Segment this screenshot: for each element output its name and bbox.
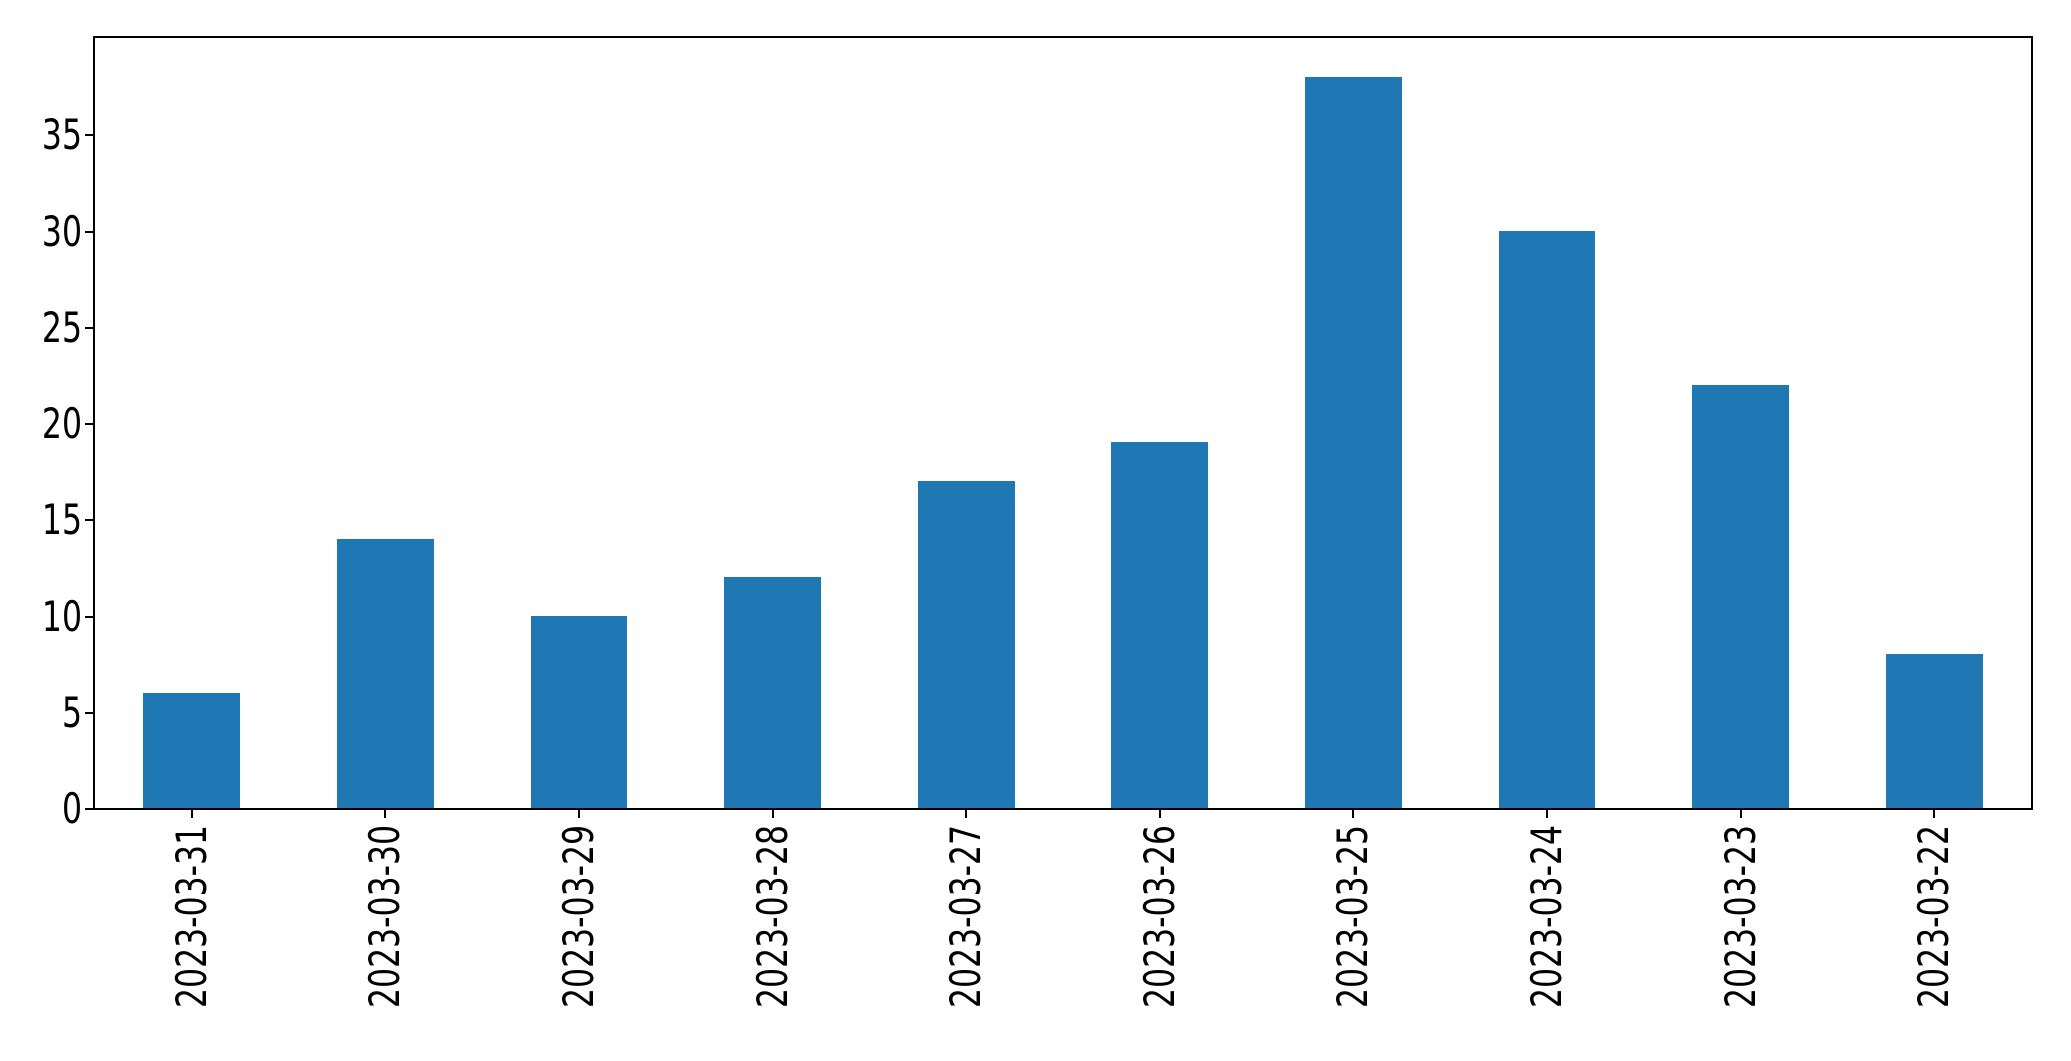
bar xyxy=(1305,76,1402,808)
x-tick-mark xyxy=(1546,810,1548,818)
x-tick-label: 2023-03-28 xyxy=(747,824,797,1008)
bar xyxy=(917,480,1015,808)
plot-area xyxy=(93,36,2033,810)
y-tick-mark xyxy=(85,326,93,329)
y-tick-label: 5 xyxy=(61,687,82,737)
y-tick-label: 30 xyxy=(41,206,82,256)
y-tick-label: 35 xyxy=(41,110,82,160)
bar xyxy=(530,615,628,808)
y-tick-mark xyxy=(85,519,93,522)
y-tick-label: 20 xyxy=(41,399,82,448)
y-tick-mark xyxy=(85,615,93,618)
x-tick-mark xyxy=(190,810,193,818)
x-tick-label: 2023-03-30 xyxy=(360,824,410,1008)
bar xyxy=(724,577,821,808)
x-tick-label: 2023-03-22 xyxy=(1909,824,1959,1008)
bar xyxy=(143,692,241,808)
bar xyxy=(1885,654,1983,808)
bar xyxy=(1498,230,1596,808)
bar xyxy=(1111,442,1209,808)
x-tick-mark xyxy=(1158,810,1161,818)
y-tick-mark xyxy=(85,230,93,233)
x-tick-label: 2023-03-25 xyxy=(1328,824,1378,1008)
x-tick-mark xyxy=(771,810,774,818)
x-tick-mark xyxy=(578,810,580,818)
y-tick-label: 10 xyxy=(41,591,82,641)
y-tick-mark xyxy=(85,423,93,425)
x-tick-label: 2023-03-29 xyxy=(554,824,603,1008)
y-tick-mark xyxy=(85,134,93,137)
x-tick-mark xyxy=(1352,810,1355,818)
x-tick-label: 2023-03-31 xyxy=(166,824,216,1008)
x-tick-mark xyxy=(1933,810,1936,818)
x-tick-mark xyxy=(965,810,968,818)
y-tick-mark xyxy=(85,808,93,810)
y-tick-label: 15 xyxy=(41,495,82,545)
bar xyxy=(337,538,434,808)
y-tick-label: 25 xyxy=(41,302,82,352)
x-tick-label: 2023-03-26 xyxy=(1134,824,1184,1008)
x-tick-mark xyxy=(1739,810,1742,818)
x-tick-label: 2023-03-24 xyxy=(1522,824,1571,1008)
bar xyxy=(1692,384,1789,808)
y-tick-label: 0 xyxy=(61,784,82,833)
x-tick-label: 2023-03-27 xyxy=(941,824,991,1008)
x-tick-mark xyxy=(384,810,387,818)
x-tick-label: 2023-03-23 xyxy=(1715,824,1765,1008)
y-tick-mark xyxy=(85,711,93,714)
